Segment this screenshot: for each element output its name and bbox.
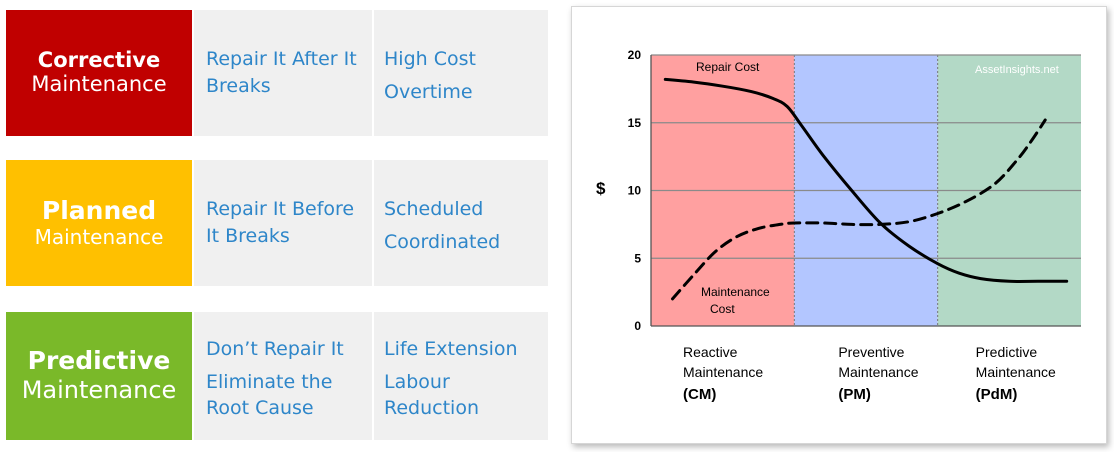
outcome-line: Labour bbox=[384, 370, 450, 393]
approach-cell: Repair It After It Breaks bbox=[194, 10, 372, 136]
region-label: Reactive bbox=[683, 344, 738, 360]
approach-line: Breaks bbox=[206, 74, 271, 97]
series-layer bbox=[663, 77, 1069, 301]
y-tick-label: 0 bbox=[634, 319, 641, 333]
approach-line: Eliminate the bbox=[206, 370, 333, 393]
repair-cost-label: Repair Cost bbox=[696, 60, 760, 74]
watermark-text: AssetInsights.net bbox=[975, 64, 1059, 76]
y-tick-label: 15 bbox=[628, 116, 642, 130]
maintenance-cost-line bbox=[671, 118, 1047, 301]
category-name: Predictive bbox=[27, 346, 171, 376]
region-abbr-label: (PdM) bbox=[976, 386, 1018, 403]
approach-line: Don’t Repair It bbox=[206, 338, 344, 360]
cost-chart: 0 5 10 15 20 $ Reactive Maintenance (CM) Prevent… bbox=[596, 48, 1081, 403]
outcome-cell: Scheduled Coordinated bbox=[374, 160, 548, 286]
category-cell: Predictive Maintenance bbox=[6, 312, 192, 440]
region-abbr-label: (CM) bbox=[683, 386, 716, 403]
axis-layer: 0 5 10 15 20 $ bbox=[596, 48, 1081, 333]
outcome-line: Reduction bbox=[384, 397, 479, 420]
outcome-line: Scheduled bbox=[384, 198, 484, 220]
category-subtitle: Maintenance bbox=[21, 375, 177, 404]
approach-line: Root Cause bbox=[206, 397, 314, 420]
outcome-cell: High Cost Overtime bbox=[374, 10, 548, 136]
region-dividers bbox=[793, 55, 939, 326]
region-label: Preventive bbox=[838, 344, 904, 360]
category-cell: Planned Maintenance bbox=[6, 160, 192, 286]
maintenance-cost-label: Cost bbox=[710, 302, 735, 316]
cost-chart-card: 0 5 10 15 20 $ Reactive Maintenance (CM) Prevent… bbox=[571, 6, 1107, 444]
outcome-line: Overtime bbox=[384, 80, 473, 103]
category-subtitle: Maintenance bbox=[31, 72, 167, 97]
maintenance-row-predictive: Predictive Maintenance Don’t Repair It E… bbox=[6, 312, 548, 440]
region-label: Maintenance bbox=[838, 364, 918, 380]
outcome-line: Coordinated bbox=[384, 230, 501, 253]
grid-layer bbox=[651, 54, 1081, 259]
approach-line: Repair It After It bbox=[206, 48, 357, 70]
category-name: Corrective bbox=[37, 48, 161, 73]
maintenance-row-planned: Planned Maintenance Repair It Before It … bbox=[6, 160, 548, 286]
outcome-line: Life Extension bbox=[384, 338, 518, 360]
y-tick-label: 10 bbox=[628, 184, 642, 198]
region-label: Predictive bbox=[976, 344, 1038, 360]
approach-line: It Breaks bbox=[206, 224, 290, 247]
repair-cost-line bbox=[663, 77, 1069, 283]
region-label: Maintenance bbox=[683, 364, 763, 380]
maintenance-row-corrective: Corrective Maintenance Repair It After I… bbox=[6, 10, 548, 136]
y-axis-label: $ bbox=[596, 179, 606, 198]
approach-line: Repair It Before bbox=[206, 198, 355, 220]
y-tick-label: 20 bbox=[628, 48, 642, 62]
maintenance-cost-label: Maintenance bbox=[701, 285, 770, 299]
outcome-line: High Cost bbox=[384, 48, 476, 70]
approach-cell: Repair It Before It Breaks bbox=[194, 160, 372, 286]
outcome-cell: Life Extension Labour Reduction bbox=[374, 312, 548, 440]
labels-layer: Reactive Maintenance (CM) Preventive Mainten… bbox=[683, 60, 1059, 403]
approach-cell: Don’t Repair It Eliminate the Root Cause bbox=[194, 312, 372, 440]
category-subtitle: Maintenance bbox=[34, 225, 164, 250]
region-label: Maintenance bbox=[976, 364, 1056, 380]
category-name: Planned bbox=[41, 195, 157, 225]
region-abbr-label: (PM) bbox=[838, 386, 871, 403]
category-cell: Corrective Maintenance bbox=[6, 10, 192, 136]
y-tick-label: 5 bbox=[634, 251, 641, 265]
